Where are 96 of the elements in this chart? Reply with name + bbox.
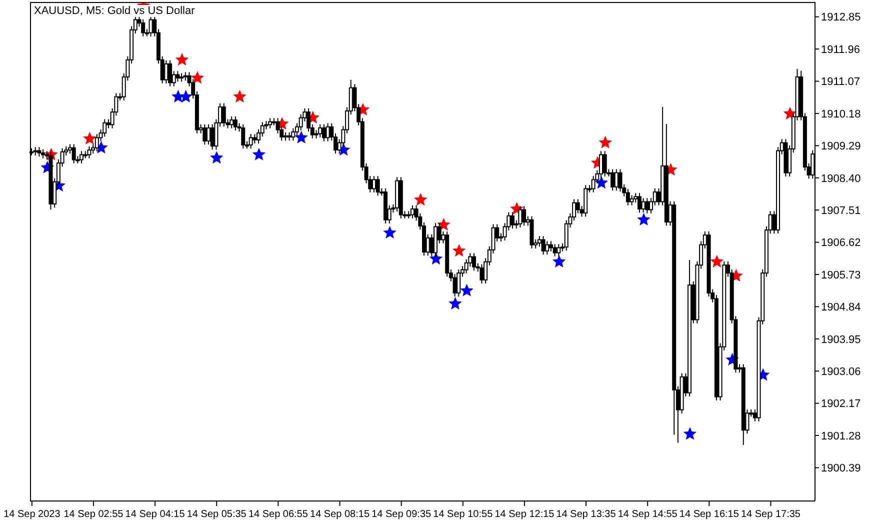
x-tick-label: 14 Sep 13:35 bbox=[556, 509, 616, 520]
candlestick bbox=[372, 176, 376, 193]
y-tick-label: 1904.84 bbox=[821, 302, 861, 314]
point bbox=[429, 252, 443, 265]
candlestick bbox=[41, 148, 46, 159]
point bbox=[594, 176, 608, 189]
point bbox=[252, 148, 266, 160]
y-tick-label: 1907.51 bbox=[821, 204, 861, 217]
point bbox=[175, 52, 189, 66]
point bbox=[190, 70, 204, 84]
candlestick bbox=[72, 144, 76, 164]
point bbox=[448, 296, 462, 310]
point bbox=[82, 132, 96, 144]
candlestick bbox=[318, 124, 322, 138]
y-tick-label: 1901.28 bbox=[821, 430, 861, 442]
candlestick bbox=[102, 118, 107, 138]
y-tick-label: 1910.18 bbox=[821, 108, 861, 120]
candlestick bbox=[630, 194, 634, 206]
point bbox=[460, 284, 474, 296]
x-tick-label: 14 Sep 12:15 bbox=[494, 509, 555, 520]
y-tick-label: 1902.17 bbox=[821, 398, 861, 410]
candlestick bbox=[202, 124, 207, 146]
y-tick-label: 1911.07 bbox=[821, 76, 860, 88]
candlestick bbox=[545, 240, 550, 256]
y-tick-label: 1912.85 bbox=[821, 12, 861, 24]
point bbox=[383, 226, 396, 239]
candlestick bbox=[518, 206, 522, 228]
candlestick bbox=[80, 150, 84, 164]
x-tick-label: 14 Sep 17:35 bbox=[741, 509, 801, 520]
x-tick-label: 14 Sep 14:55 bbox=[618, 509, 678, 520]
point bbox=[452, 244, 466, 257]
candlestick bbox=[410, 204, 414, 219]
point bbox=[552, 254, 566, 268]
candlestick bbox=[626, 188, 630, 206]
candlestick bbox=[87, 146, 92, 159]
x-tick-label: 14 Sep 09:35 bbox=[372, 509, 432, 520]
point bbox=[179, 90, 193, 102]
point bbox=[210, 150, 224, 164]
candlestick bbox=[602, 150, 607, 177]
point bbox=[414, 192, 428, 206]
candlestick bbox=[537, 236, 542, 248]
candlestick bbox=[241, 124, 246, 150]
candlestick bbox=[94, 134, 99, 152]
candlestick bbox=[252, 134, 257, 144]
candlestick bbox=[376, 176, 380, 196]
candlestick bbox=[206, 124, 211, 146]
candlestick bbox=[233, 116, 238, 131]
candlestick bbox=[230, 116, 234, 129]
candlestick bbox=[268, 118, 272, 129]
x-tick-label: 14 Sep 02:55 bbox=[64, 509, 124, 520]
candlestick bbox=[480, 264, 484, 284]
y-tick-label: 1908.40 bbox=[821, 172, 861, 185]
candlestick bbox=[456, 268, 461, 298]
y-tick-label: 1911.96 bbox=[821, 44, 860, 56]
candlestick bbox=[472, 252, 476, 271]
candlestick bbox=[614, 168, 618, 192]
point bbox=[598, 136, 612, 148]
y-tick-label: 1909.29 bbox=[821, 140, 861, 153]
candlestick bbox=[510, 212, 515, 230]
y-tick-label: 1903.95 bbox=[821, 334, 861, 346]
candlestick bbox=[176, 70, 180, 82]
candlestick bbox=[452, 274, 457, 298]
point bbox=[710, 254, 724, 268]
candlestick bbox=[541, 236, 546, 256]
candlestick bbox=[141, 18, 146, 37]
candlestick bbox=[610, 168, 615, 192]
point bbox=[637, 212, 650, 226]
point bbox=[683, 427, 697, 440]
candlestick bbox=[576, 198, 580, 214]
x-tick-label: 14 Sep 08:15 bbox=[310, 509, 370, 520]
candlestick bbox=[248, 134, 253, 150]
candlestick bbox=[552, 244, 557, 257]
x-tick-label: 14 Sep 16:15 bbox=[679, 509, 740, 520]
y-tick-label: 1905.73 bbox=[821, 269, 861, 282]
candlestick bbox=[222, 102, 226, 127]
point bbox=[294, 130, 308, 144]
candlestick bbox=[322, 124, 326, 142]
x-tick-label: 14 Sep 06:55 bbox=[248, 509, 308, 520]
x-tick-label: 14 Sep 04:15 bbox=[125, 509, 186, 520]
candlestick bbox=[637, 192, 642, 214]
candlestick bbox=[164, 60, 168, 84]
candlestick bbox=[522, 206, 526, 226]
candlestick bbox=[618, 168, 622, 192]
candlestick bbox=[645, 198, 650, 214]
candlestick bbox=[556, 244, 561, 257]
chart-title: XAUUSD, M5: Gold vs US Dollar bbox=[34, 5, 195, 17]
candlestick bbox=[641, 198, 646, 214]
y-tick-label: 1903.06 bbox=[821, 366, 861, 378]
candlestick bbox=[168, 60, 172, 87]
y-tick-label: 1906.62 bbox=[821, 237, 861, 250]
candlestick bbox=[37, 146, 42, 158]
x-tick-label: 14 Sep 2023 bbox=[4, 509, 61, 520]
x-tick-label: 14 Sep 05:35 bbox=[186, 509, 247, 520]
point bbox=[233, 90, 246, 102]
y-tick-label: 1900.39 bbox=[821, 462, 861, 475]
x-tick-label: 14 Sep 10:55 bbox=[433, 509, 494, 520]
